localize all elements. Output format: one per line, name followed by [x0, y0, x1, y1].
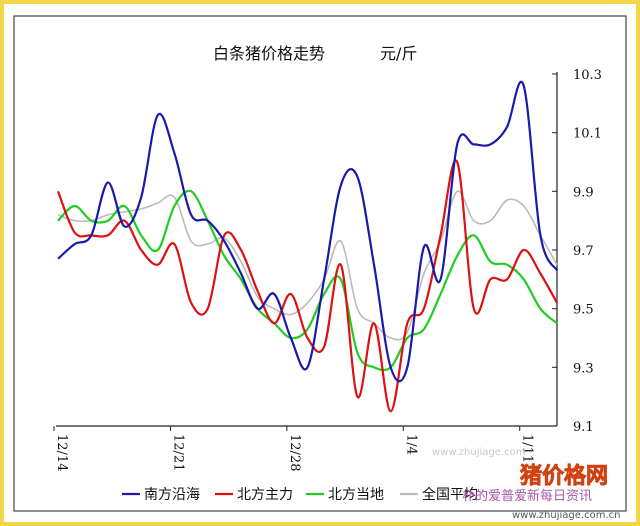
- legend: 南方沿海 北方主力 北方当地 全国平均: [122, 486, 478, 503]
- legend-label: 南方沿海: [144, 487, 200, 503]
- series-layer: [56, 80, 558, 413]
- watermark-logo: 猪价格网: [520, 463, 608, 489]
- watermark-faint-url: www.zhujiage.com: [432, 447, 525, 458]
- series-line-2: [57, 189, 558, 372]
- x-tick-label: 12/28: [287, 434, 302, 471]
- y-tick-label: 10.1: [573, 127, 602, 142]
- plot-border: [13, 15, 627, 512]
- watermark-url: www.zhujiage.com.cn: [512, 510, 620, 521]
- x-axis-ticks: 12/14 12/21 12/28 1/4 1/11: [53, 426, 535, 471]
- series-line-3: [57, 190, 558, 341]
- y-tick-label: 10.3: [573, 68, 602, 83]
- series-line-0: [57, 80, 558, 383]
- chart-unit: 元/斤: [380, 44, 417, 63]
- chart-title: 白条猪价格走势: [213, 44, 325, 63]
- series-line-1: [56, 159, 558, 413]
- y-axis-ticks: 9.1 9.3 9.5 9.7 9.9 10.1 10.3: [552, 68, 602, 435]
- watermark: www.zhujiage.com 猪价格网 朴的爱普爱新每日资讯 www.zhu…: [432, 447, 620, 521]
- y-tick-label: 9.5: [573, 303, 594, 318]
- legend-label: 全国平均: [422, 486, 478, 503]
- x-tick-label: 12/14: [54, 434, 69, 471]
- y-tick-label: 9.3: [573, 361, 594, 376]
- watermark-wechat: 朴的爱普爱新每日资讯: [462, 488, 592, 504]
- x-tick-label: 1/4: [403, 434, 418, 455]
- y-tick-label: 9.1: [573, 420, 594, 435]
- legend-label: 北方当地: [328, 487, 384, 503]
- legend-label: 北方主力: [237, 487, 293, 503]
- y-tick-label: 9.7: [573, 244, 594, 259]
- y-tick-label: 9.9: [573, 185, 594, 200]
- x-tick-label: 1/11: [520, 434, 535, 463]
- x-tick-label: 12/21: [170, 434, 185, 471]
